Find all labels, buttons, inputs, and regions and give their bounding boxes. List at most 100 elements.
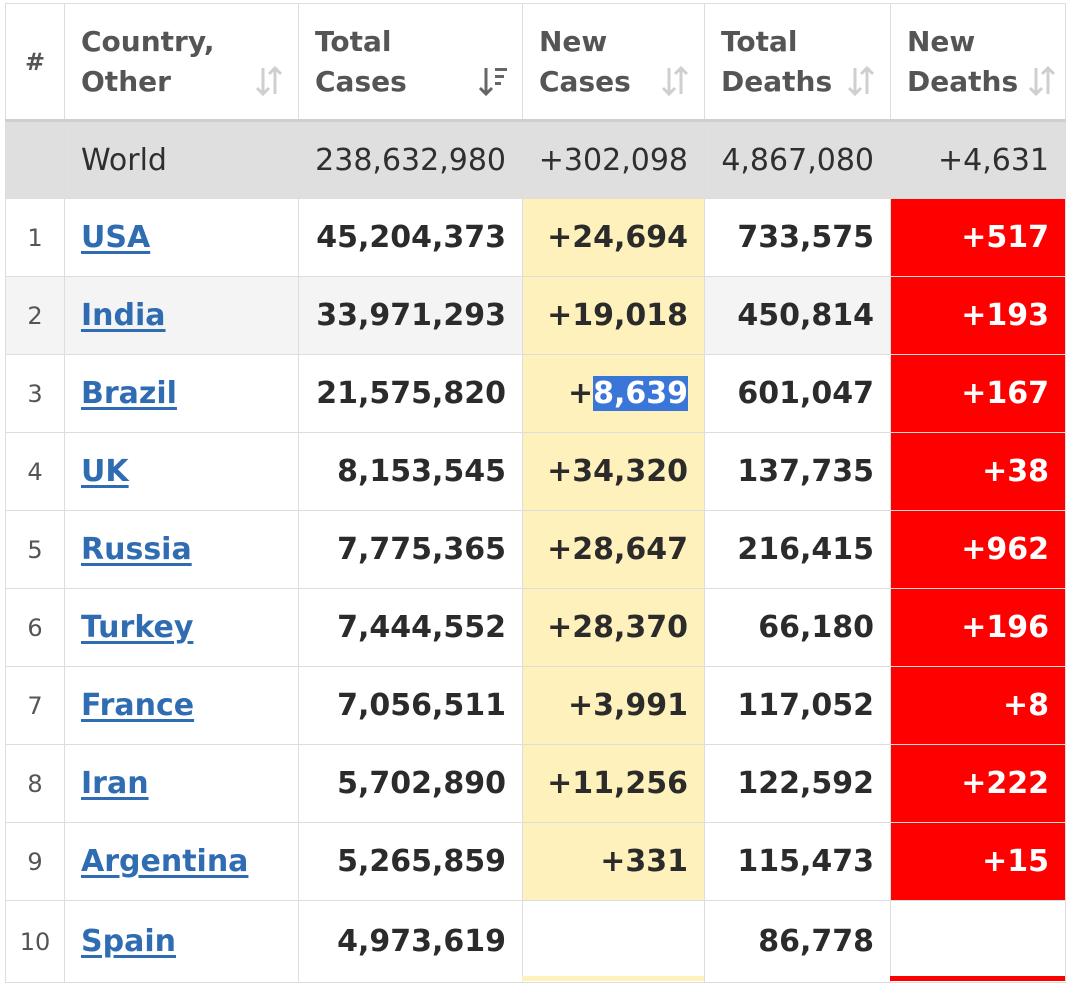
new-cases-cell: +24,694 <box>522 198 705 277</box>
country-link[interactable]: UK <box>81 454 129 489</box>
country-link[interactable]: USA <box>81 220 151 255</box>
header-row: # Country, Other Total Cases <box>5 3 1066 122</box>
total-cases-cell: 7,444,552 <box>298 588 523 667</box>
sort-arrows-icon[interactable] <box>660 64 690 98</box>
new-cases-cell <box>522 900 705 983</box>
sort-arrows-icon[interactable] <box>846 64 876 98</box>
new-deaths-cell: +193 <box>890 276 1066 355</box>
rank-cell: 4 <box>5 432 65 511</box>
table-row: 4 UK 8,153,545 +34,320 137,735 +38 <box>5 432 1066 511</box>
total-deaths-cell: 115,473 <box>704 822 891 901</box>
country-link[interactable]: Iran <box>81 766 149 801</box>
total-cases-cell: 4,973,619 <box>298 900 523 983</box>
new-cases-cell: +3,991 <box>522 666 705 745</box>
new-cases-prefix: + <box>567 376 594 411</box>
new-cases-cell: +8,639 <box>522 354 705 433</box>
sort-desc-icon[interactable] <box>478 64 508 98</box>
total-deaths-cell: 733,575 <box>704 198 891 277</box>
country-cell: Brazil <box>64 354 299 433</box>
new-cases-cell: +19,018 <box>522 276 705 355</box>
new-deaths-cell: +38 <box>890 432 1066 511</box>
world-new-deaths: +4,631 <box>890 120 1066 199</box>
new-deaths-cell: +8 <box>890 666 1066 745</box>
country-cell: France <box>64 666 299 745</box>
total-deaths-cell: 450,814 <box>704 276 891 355</box>
header-rank: # <box>5 3 65 122</box>
rank-cell: 6 <box>5 588 65 667</box>
rank-cell: 8 <box>5 744 65 823</box>
country-cell: UK <box>64 432 299 511</box>
country-cell: Spain <box>64 900 299 983</box>
total-cases-cell: 5,265,859 <box>298 822 523 901</box>
header-total-cases[interactable]: Total Cases <box>298 3 523 122</box>
sort-arrows-icon[interactable] <box>254 64 284 98</box>
world-row: World 238,632,980 +302,098 4,867,080 +4,… <box>5 120 1066 199</box>
country-link[interactable]: Argentina <box>81 844 249 879</box>
new-deaths-cell: +517 <box>890 198 1066 277</box>
selected-text[interactable]: 8,639 <box>593 376 688 411</box>
rank-cell: 9 <box>5 822 65 901</box>
country-cell: USA <box>64 198 299 277</box>
table-row: 7 France 7,056,511 +3,991 117,052 +8 <box>5 666 1066 745</box>
table-row: 10 Spain 4,973,619 86,778 <box>5 900 1066 983</box>
next-row-new-deaths-edge <box>890 976 1065 981</box>
header-new-deaths[interactable]: New Deaths <box>890 3 1066 122</box>
total-deaths-cell: 122,592 <box>704 744 891 823</box>
total-deaths-cell: 216,415 <box>704 510 891 589</box>
total-deaths-cell: 66,180 <box>704 588 891 667</box>
new-deaths-cell: +962 <box>890 510 1066 589</box>
rank-cell: 10 <box>5 900 65 983</box>
new-cases-cell: +34,320 <box>522 432 705 511</box>
rank-cell: 2 <box>5 276 65 355</box>
new-deaths-cell: +15 <box>890 822 1066 901</box>
new-cases-cell: +28,647 <box>522 510 705 589</box>
header-new-cases[interactable]: New Cases <box>522 3 705 122</box>
header-country[interactable]: Country, Other <box>64 3 299 122</box>
table-row: 9 Argentina 5,265,859 +331 115,473 +15 <box>5 822 1066 901</box>
country-link[interactable]: France <box>81 688 195 723</box>
total-deaths-cell: 137,735 <box>704 432 891 511</box>
country-link[interactable]: Brazil <box>81 376 177 411</box>
new-cases-cell: +331 <box>522 822 705 901</box>
covid-table: # Country, Other Total Cases <box>5 3 1066 983</box>
country-link[interactable]: Turkey <box>81 610 194 645</box>
new-cases-cell: +11,256 <box>522 744 705 823</box>
rank-cell: 5 <box>5 510 65 589</box>
table-row: 2 India 33,971,293 +19,018 450,814 +193 <box>5 276 1066 355</box>
total-deaths-cell: 117,052 <box>704 666 891 745</box>
total-cases-cell: 7,775,365 <box>298 510 523 589</box>
country-cell: Argentina <box>64 822 299 901</box>
table-row: 1 USA 45,204,373 +24,694 733,575 +517 <box>5 198 1066 277</box>
total-cases-cell: 21,575,820 <box>298 354 523 433</box>
header-total-deaths[interactable]: Total Deaths <box>704 3 891 122</box>
new-deaths-cell: +196 <box>890 588 1066 667</box>
world-total-deaths: 4,867,080 <box>704 120 891 199</box>
new-deaths-cell: +167 <box>890 354 1066 433</box>
table-row: 5 Russia 7,775,365 +28,647 216,415 +962 <box>5 510 1066 589</box>
world-new-cases: +302,098 <box>522 120 705 199</box>
rank-cell: 3 <box>5 354 65 433</box>
total-cases-cell: 5,702,890 <box>298 744 523 823</box>
country-link[interactable]: India <box>81 298 166 333</box>
total-deaths-cell: 86,778 <box>704 900 891 983</box>
rank-cell: 7 <box>5 666 65 745</box>
world-total-cases: 238,632,980 <box>298 120 523 199</box>
country-cell: India <box>64 276 299 355</box>
sort-arrows-icon[interactable] <box>1027 64 1057 98</box>
world-rank <box>5 120 65 199</box>
total-deaths-cell: 601,047 <box>704 354 891 433</box>
new-cases-cell: +28,370 <box>522 588 705 667</box>
total-cases-cell: 7,056,511 <box>298 666 523 745</box>
country-cell: Iran <box>64 744 299 823</box>
total-cases-cell: 8,153,545 <box>298 432 523 511</box>
total-cases-cell: 33,971,293 <box>298 276 523 355</box>
next-row-new-cases-edge <box>522 976 704 981</box>
country-cell: Russia <box>64 510 299 589</box>
new-deaths-cell <box>890 900 1066 983</box>
country-link[interactable]: Russia <box>81 532 192 567</box>
world-label: World <box>64 120 299 199</box>
table-row: 3 Brazil 21,575,820 +8,639 601,047 +167 <box>5 354 1066 433</box>
total-cases-cell: 45,204,373 <box>298 198 523 277</box>
rank-cell: 1 <box>5 198 65 277</box>
country-link[interactable]: Spain <box>81 924 176 959</box>
